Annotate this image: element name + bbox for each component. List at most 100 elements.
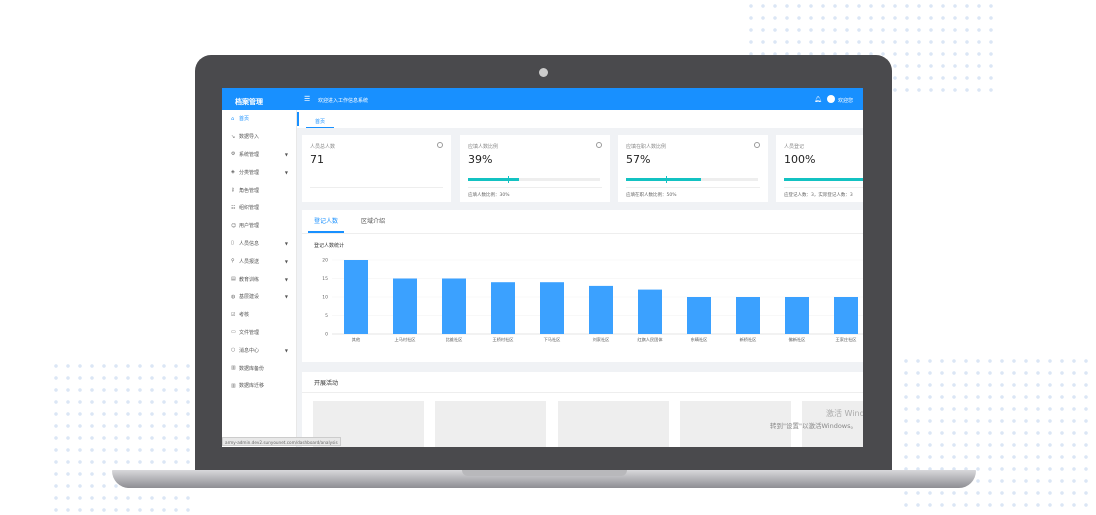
stat-value: 39% [468,153,493,166]
screen: 档案管理 ☰ 欢迎进入工作信息系统 🔔︎ 欢迎您 ⌂ 首页 ↘ 数据导入 ⚙ 系统管理 ▼ ◈… [222,88,863,447]
sidebar-item-label: 教育训练 [239,276,260,283]
sidebar-item-label: 分类管理 [239,169,260,176]
sidebar-item[interactable]: ▥ 数据库迁移 [222,377,296,395]
info-icon[interactable] [437,142,443,148]
stat-card: 应填在职人数比例 57% 应填在职人数比例：50% [618,135,768,202]
sidebar-item[interactable]: ◍ 基层建设 ▼ [222,288,296,306]
y-tick-label: 15 [322,276,328,282]
progress-bar [784,178,863,181]
bar [344,260,368,334]
stat-label: 人员登记 [784,144,805,150]
book-icon: ▤ [231,276,236,283]
chart-title: 登记人数统计 [314,243,345,249]
y-tick-label: 20 [322,258,328,264]
progress-bar [468,176,600,183]
sidebar-item[interactable]: ⚲ 人员报送 ▼ [222,252,296,270]
key-icon: ⚷ [231,187,235,194]
chevron-down-icon: ▼ [284,258,288,264]
chevron-down-icon: ▼ [284,294,288,300]
stat-value: 57% [626,153,651,166]
sidebar: ⌂ 首页 ↘ 数据导入 ⚙ 系统管理 ▼ ◈ 分类管理 ▼ ⚷ 角色管理 ☷ 组织管理 ☺ 用户管理 ▯ 人员信息… [222,110,297,447]
avatar[interactable] [827,95,835,103]
sidebar-item[interactable]: ☑ 考核 [222,306,296,324]
bar [834,297,858,334]
activity-card[interactable] [558,401,669,447]
decor-dots [50,360,190,515]
y-tick-label: 5 [325,313,328,319]
sidebar-item[interactable]: ⚙ 系统管理 ▼ [222,146,296,164]
activity-card[interactable] [680,401,791,447]
chart-panel: 登记人数 区域介绍 登记人数统计 0 5 10 15 20 其他 上马村社区 比维社区 王桥村社… [302,210,863,362]
home-icon: ⌂ [231,115,235,122]
x-tick-label: 比维社区 [446,336,463,343]
sidebar-item[interactable]: ⚷ 角色管理 [222,181,296,199]
sidebar-item-label: 人员信息 [239,240,260,247]
stat-value: 71 [310,153,324,166]
sidebar-item[interactable]: ↘ 数据导入 [222,128,296,146]
stat-label: 人员总人数 [310,144,336,150]
x-tick-label: 其他 [352,336,361,343]
sidebar-item-label: 数据库备份 [239,365,265,372]
bell-icon[interactable]: 🔔︎ [814,96,822,103]
x-tick-label: 王家庄社区 [836,336,857,343]
activity-card[interactable] [435,401,546,447]
folder-icon: ▭ [231,329,236,336]
tag-icon: ◈ [231,169,235,176]
sidebar-item[interactable]: ▤ 教育训练 ▼ [222,270,296,288]
stat-footer: 应登记人数：3，实际登记人数：3 [784,193,853,198]
tab-region[interactable]: 区域介绍 [361,218,386,225]
user-icon: ☺ [231,222,237,229]
search-user-icon: ⚲ [231,258,235,265]
chevron-down-icon: ▼ [284,347,288,353]
watermark: 激活 Windows [826,409,863,418]
sidebar-item[interactable]: ⌂ 首页 [222,110,296,128]
chevron-down-icon: ▼ [284,169,288,175]
laptop-base [112,470,976,488]
file-icon: ▯ [231,240,234,247]
sidebar-item[interactable]: ▭ 文件管理 [222,324,296,342]
bar [736,297,760,334]
chevron-down-icon: ▼ [284,276,288,282]
x-tick-label: 新桥社区 [740,336,757,343]
stat-label: 应填在职人数比例 [626,144,667,150]
bar [589,285,613,334]
database-icon: ▥ [231,382,236,389]
activity-panel: 开展活动 激活 Windows 转到"设置"以激活Windows。 [302,372,863,447]
info-icon[interactable] [754,142,760,148]
sidebar-item-label: 消息中心 [239,347,260,354]
y-tick-label: 10 [322,295,328,301]
sidebar-item[interactable]: ☺ 用户管理 [222,217,296,235]
tab-bar: 首页 [297,110,863,128]
globe-icon: ◍ [231,293,236,300]
tab-home[interactable]: 首页 [306,114,334,128]
sidebar-item[interactable]: ◈ 分类管理 ▼ [222,163,296,181]
bar [638,289,662,334]
x-tick-label: 红旗人民团体 [637,336,663,343]
bar [687,297,711,334]
bar [393,278,417,334]
bar [785,297,809,334]
sidebar-item[interactable]: ☷ 组织管理 [222,199,296,217]
database-icon: ▥ [231,365,236,372]
team-icon: ☷ [231,204,236,211]
stat-value: 100% [784,153,816,166]
sidebar-item-label: 人员报送 [239,258,260,265]
progress-bar [626,176,758,183]
sidebar-item[interactable]: ▥ 数据库备份 [222,359,296,377]
sidebar-item[interactable]: ○ 消息中心 ▼ [222,341,296,359]
welcome-text: 欢迎进入工作信息系统 [318,98,369,104]
menu-fold-icon[interactable]: ☰ [304,95,311,103]
tab-registered[interactable]: 登记人数 [314,218,339,225]
header: 档案管理 ☰ 欢迎进入工作信息系统 🔔︎ 欢迎您 [222,88,863,110]
sidebar-item[interactable]: ▯ 人员信息 ▼ [222,235,296,253]
stat-label: 应填人数比例 [468,144,499,150]
message-icon: ○ [231,347,236,354]
x-tick-label: 王桥村社区 [493,336,514,343]
activity-card[interactable] [802,401,863,447]
sidebar-item-label: 数据导入 [239,134,260,141]
stat-footer: 应填人数比例：30% [468,193,510,198]
bar-chart: 0 5 10 15 20 其他 上马村社区 比维社区 王桥村社区 下马社区 刘家社区 红旗人民团体 东晴… [322,258,863,343]
x-tick-label: 东晴社区 [691,336,708,343]
info-icon[interactable] [596,142,602,148]
user-name[interactable]: 欢迎您 [838,98,854,104]
